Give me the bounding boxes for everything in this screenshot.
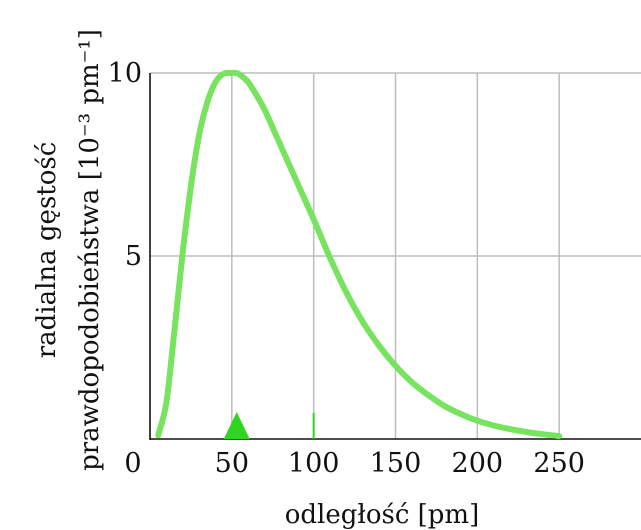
curve-layer <box>155 69 563 440</box>
peak-marker <box>223 412 250 439</box>
y-tick-label-5: 5 <box>125 241 142 272</box>
marks <box>223 412 315 439</box>
density-curve <box>155 69 563 440</box>
x-tick-label-0: 0 <box>124 448 141 479</box>
x-tick-label-50: 50 <box>215 448 249 479</box>
y-axis-title-line1: radialna gęstość <box>32 142 62 359</box>
y-axis-title-group-2: prawdopodobieństwa [10⁻³ pm⁻¹] <box>75 29 105 471</box>
tick-labels: 0 50 100 150 200 250 10 5 <box>108 58 585 479</box>
x-axis-title: odległość [pm] <box>285 500 479 530</box>
grid <box>150 72 641 439</box>
x-tick-label-200: 200 <box>452 448 504 479</box>
y-axis-title-group: radialna gęstość <box>32 142 62 359</box>
x-tick-label-150: 150 <box>370 448 422 479</box>
x-tick-label-100: 100 <box>288 448 340 479</box>
y-tick-label-10: 10 <box>108 58 142 89</box>
y-axis-title-line2: prawdopodobieństwa [10⁻³ pm⁻¹] <box>75 29 105 471</box>
x-tick-label-250: 250 <box>533 448 585 479</box>
